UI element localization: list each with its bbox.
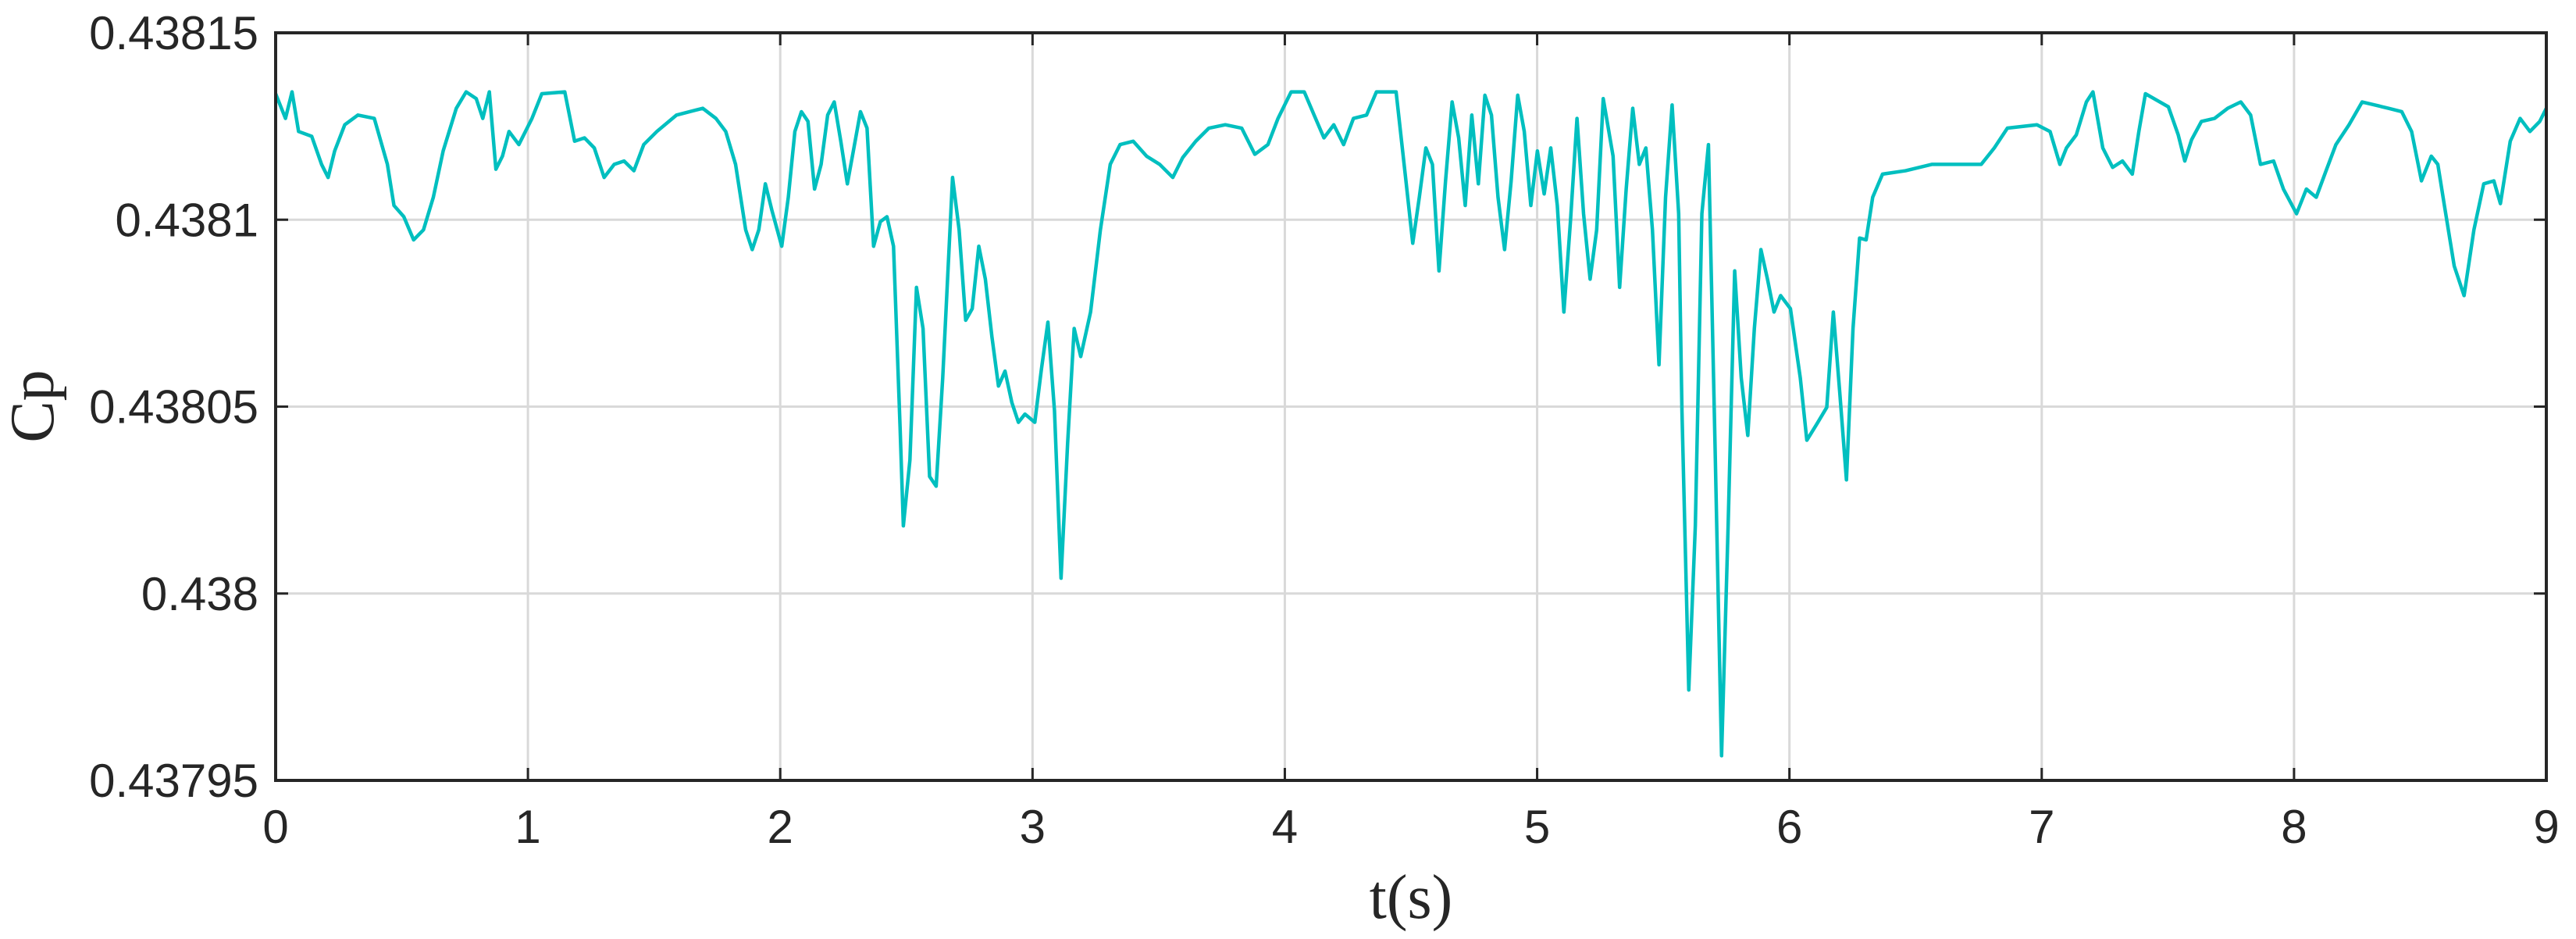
- x-tick-label: 7: [2029, 801, 2054, 853]
- data-line: [273, 90, 2549, 758]
- x-tick-label: 5: [1524, 801, 1550, 853]
- x-tick-label: 9: [2533, 801, 2559, 853]
- x-tick-label: 0: [262, 801, 288, 853]
- x-tick-label: 2: [768, 801, 793, 853]
- x-axis-label: t(s): [1370, 863, 1453, 932]
- x-tick-label: 1: [515, 801, 540, 853]
- y-tick-label: 0.438: [141, 568, 258, 620]
- x-tick-label: 4: [1272, 801, 1298, 853]
- x-tick-label: 6: [1776, 801, 1802, 853]
- y-tick-label: 0.43805: [89, 381, 258, 434]
- y-tick-label: 0.43795: [89, 755, 258, 807]
- y-axis-label: Cp: [0, 370, 67, 442]
- x-tick-label: 8: [2281, 801, 2307, 853]
- axes-box: [274, 31, 2548, 782]
- y-tick-label: 0.43815: [89, 7, 258, 59]
- x-tick-label: 3: [1020, 801, 1046, 853]
- y-tick-label: 0.4381: [115, 194, 258, 246]
